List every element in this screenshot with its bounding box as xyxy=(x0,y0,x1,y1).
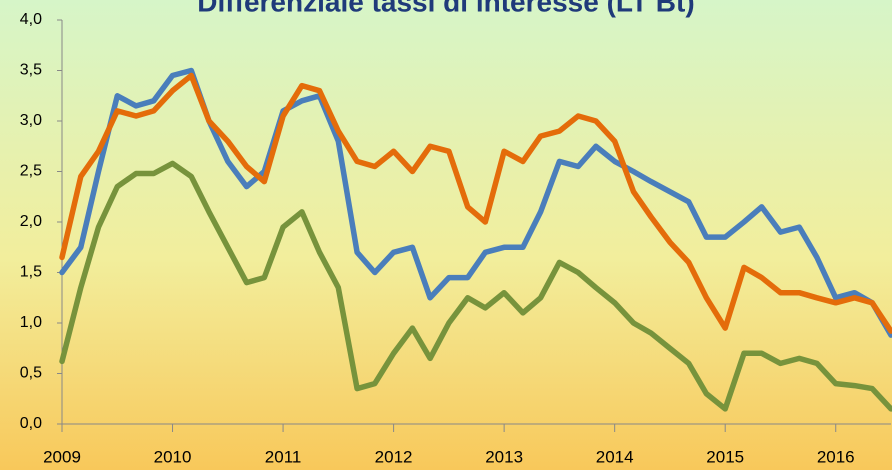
x-tick-label: 2016 xyxy=(817,447,855,466)
x-tick-label: 2013 xyxy=(485,447,523,466)
y-tick-label: 3,0 xyxy=(20,112,42,129)
y-tick-label: 2,5 xyxy=(20,163,42,180)
x-tick-label: 2015 xyxy=(706,447,744,466)
y-tick-label: 1,5 xyxy=(20,264,42,281)
x-tick-label: 2009 xyxy=(43,447,81,466)
x-tick-label: 2010 xyxy=(154,447,192,466)
series-line xyxy=(59,72,892,334)
y-tick-label: 2,0 xyxy=(20,213,42,230)
chart-title: Differenziale tassi di interesse (LT Bt) xyxy=(197,0,694,17)
y-tick-label: 0,0 xyxy=(20,415,42,432)
x-tick-label: 2014 xyxy=(596,447,634,466)
y-tick-label: 0,5 xyxy=(20,365,42,382)
x-tick-label: 2011 xyxy=(265,447,302,466)
x-tick-label: 2012 xyxy=(375,447,413,466)
y-tick-label: 3,5 xyxy=(20,62,42,79)
series-line xyxy=(59,160,892,412)
y-tick-label: 1,0 xyxy=(20,314,42,331)
y-tick-label: 4,0 xyxy=(20,11,42,28)
